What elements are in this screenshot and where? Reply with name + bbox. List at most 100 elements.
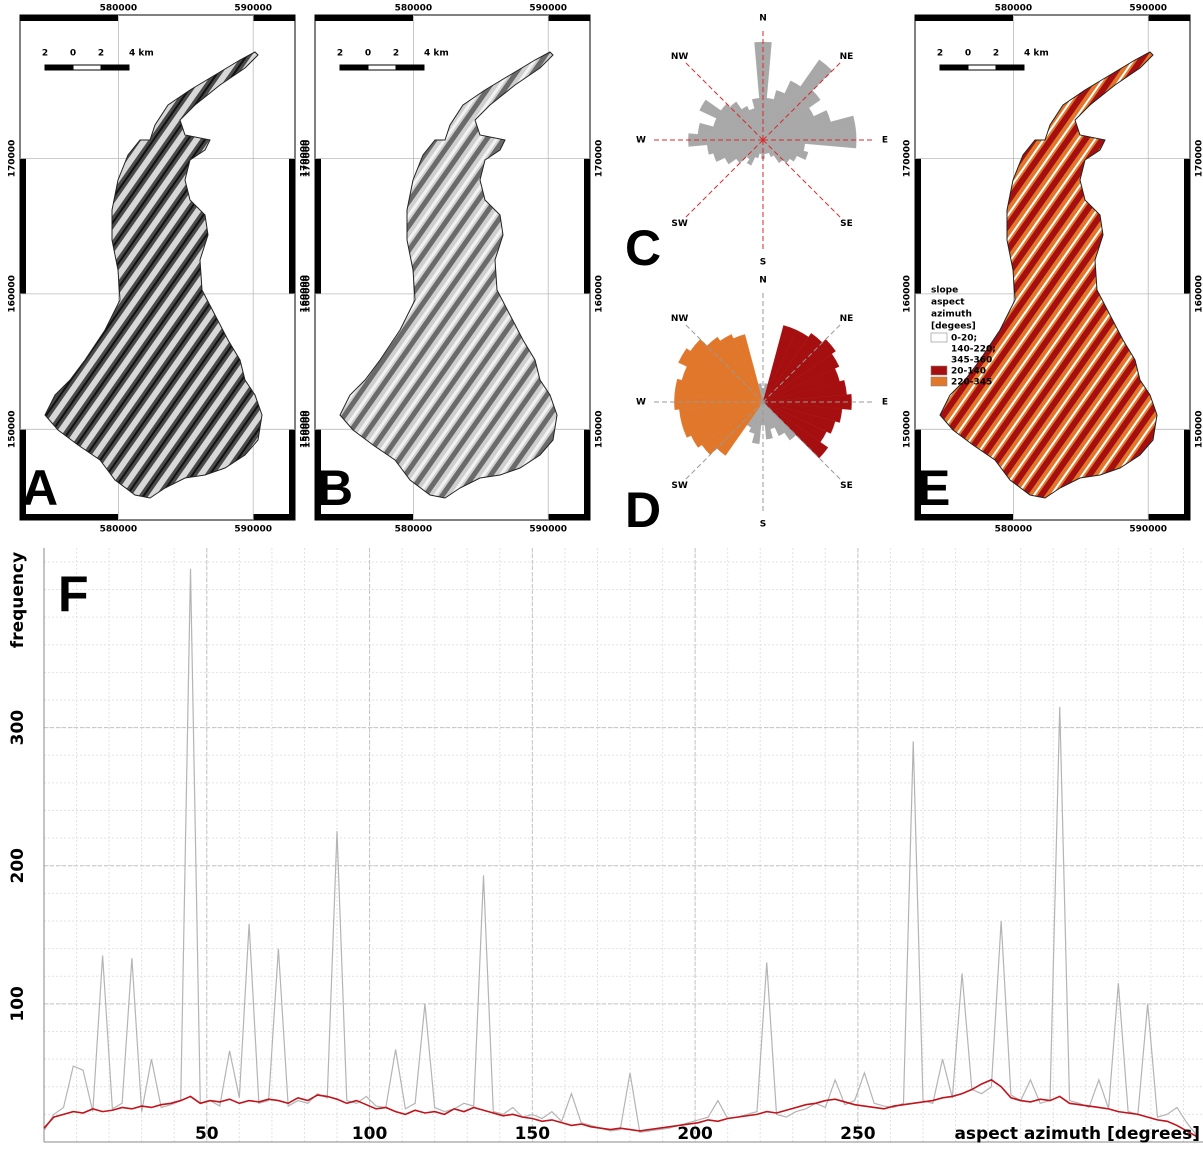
scale-label: 4 km — [129, 49, 154, 59]
direction-label: W — [636, 136, 646, 146]
map-border — [915, 15, 1013, 21]
panel-letter: C — [625, 220, 661, 276]
x-tick-label: 200 — [677, 1124, 713, 1144]
map-border — [315, 159, 321, 294]
panel-letter: B — [317, 460, 353, 516]
direction-label: N — [759, 276, 767, 286]
map-border — [1184, 159, 1190, 294]
direction-label: E — [882, 398, 888, 408]
map-y-label: 160000 — [903, 275, 913, 313]
map-y-label: 150000 — [303, 411, 313, 449]
scale-label: 4 km — [424, 49, 449, 59]
scale-label: 2 — [937, 49, 943, 59]
direction-label: S — [760, 520, 766, 530]
map-border — [584, 429, 590, 520]
legend-label: 0-20; — [951, 334, 977, 344]
map-y-label: 170000 — [303, 140, 313, 178]
scale-label: 2 — [337, 49, 343, 59]
direction-label: N — [759, 14, 767, 24]
map-y-label: 160000 — [8, 275, 18, 313]
direction-label: NE — [840, 314, 854, 324]
map-x-label: 580000 — [995, 4, 1033, 14]
direction-label: W — [636, 398, 646, 408]
x-tick-label: 250 — [840, 1124, 876, 1144]
y-tick-label: 200 — [8, 848, 28, 884]
map-border — [584, 159, 590, 294]
map-border — [253, 15, 295, 21]
direction-label: SE — [840, 481, 853, 491]
direction-label: SW — [671, 481, 687, 491]
scale-label: 2 — [42, 49, 48, 59]
panel-letter: F — [58, 566, 89, 622]
map-y-label: 160000 — [1195, 275, 1203, 313]
scale-bar — [45, 65, 73, 70]
legend-title: slope — [931, 286, 958, 296]
data-line — [44, 569, 1196, 1135]
scale-bar — [73, 65, 101, 70]
direction-label: S — [760, 258, 766, 268]
map-border — [315, 15, 413, 21]
map-y-label: 170000 — [595, 140, 605, 178]
direction-label: E — [882, 136, 888, 146]
scale-bar — [996, 65, 1024, 70]
legend-swatch — [931, 377, 947, 386]
direction-label: NW — [671, 52, 689, 62]
map-border — [548, 514, 590, 520]
map-y-label: 170000 — [1195, 140, 1203, 178]
scale-bar — [340, 65, 368, 70]
map-border — [20, 15, 118, 21]
map-border — [1148, 514, 1190, 520]
y-axis-label: frequency — [8, 552, 28, 648]
legend-title: aspect — [931, 298, 965, 308]
legend-title: [degees] — [931, 322, 976, 332]
scale-label: 0 — [70, 49, 76, 59]
map-x-label: 590000 — [234, 4, 272, 14]
map-x-label: 590000 — [529, 4, 567, 14]
scale-label: 4 km — [1024, 49, 1049, 59]
direction-label: SW — [671, 219, 687, 229]
map-y-label: 170000 — [903, 140, 913, 178]
scale-label: 0 — [965, 49, 971, 59]
legend-label: 20-140 — [951, 367, 986, 377]
map-x-label: 590000 — [529, 525, 567, 535]
x-tick-label: 100 — [352, 1124, 388, 1144]
map-border — [289, 159, 295, 294]
map-border — [915, 159, 921, 294]
scale-label: 2 — [393, 49, 399, 59]
direction-label: NW — [671, 314, 689, 324]
scale-bar — [368, 65, 396, 70]
legend-swatch — [931, 366, 947, 375]
map-x-label: 580000 — [395, 525, 433, 535]
map-border — [548, 15, 590, 21]
map-x-label: 580000 — [100, 4, 138, 14]
map-x-label: 580000 — [395, 4, 433, 14]
map-x-label: 580000 — [100, 525, 138, 535]
map-y-label: 150000 — [595, 411, 605, 449]
direction-label: SE — [840, 219, 853, 229]
map-y-label: 150000 — [1195, 411, 1203, 449]
legend-label: 220-345 — [951, 378, 992, 388]
map-border — [289, 429, 295, 520]
x-axis-label: aspect azimuth [degrees] — [954, 1124, 1200, 1144]
map-x-label: 580000 — [995, 525, 1033, 535]
map-border — [1148, 15, 1190, 21]
map-border — [1184, 429, 1190, 520]
map-y-label: 170000 — [8, 140, 18, 178]
legend-swatch — [931, 333, 947, 342]
x-tick-label: 50 — [195, 1124, 219, 1144]
map-x-label: 590000 — [1129, 4, 1167, 14]
legend-label: 345-360 — [951, 356, 992, 366]
map-x-label: 590000 — [234, 525, 272, 535]
panel-letter: E — [917, 460, 950, 516]
panel-letter: A — [22, 460, 58, 516]
scale-bar — [940, 65, 968, 70]
legend-title: azimuth — [931, 310, 972, 320]
map-y-label: 160000 — [595, 275, 605, 313]
map-y-label: 150000 — [8, 411, 18, 449]
legend-label: 140-220; — [951, 345, 996, 355]
scale-label: 2 — [993, 49, 999, 59]
scale-bar — [396, 65, 424, 70]
direction-label: NE — [840, 52, 854, 62]
scale-label: 0 — [365, 49, 371, 59]
